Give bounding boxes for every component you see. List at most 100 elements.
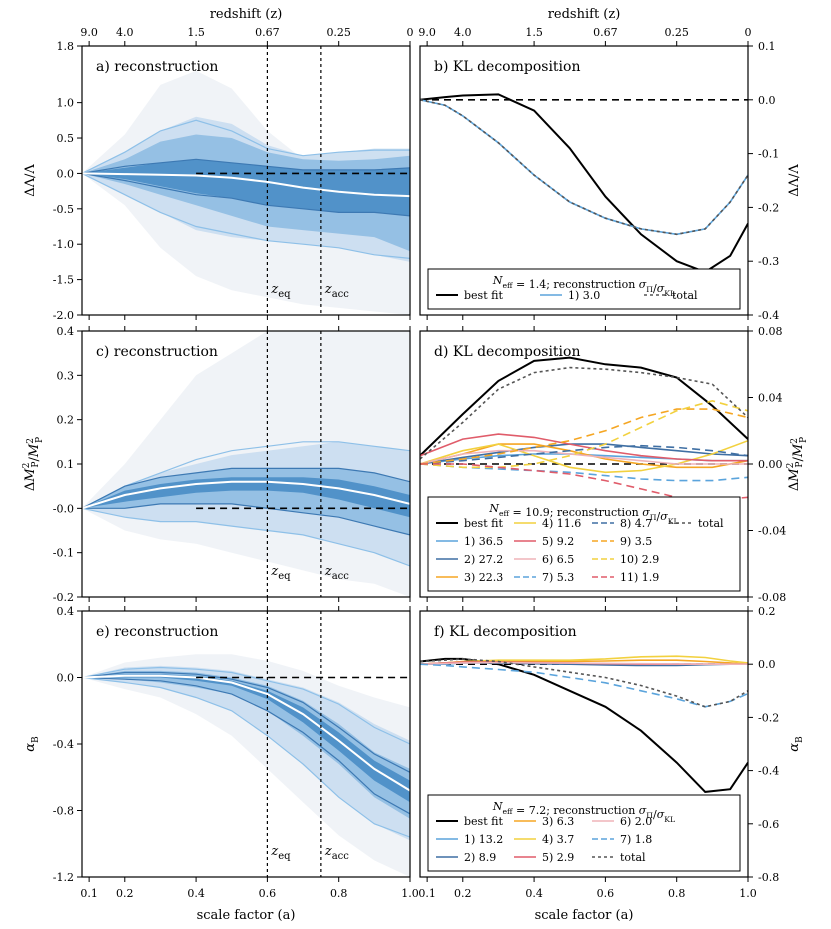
y-tick-label: 0.5 bbox=[57, 132, 75, 145]
top-tick-label: 4.0 bbox=[454, 26, 472, 39]
vline-label: zacc bbox=[324, 844, 349, 862]
y-axis-label: αB bbox=[23, 736, 41, 752]
x-tick-label: 0.4 bbox=[525, 887, 543, 900]
series-10-2-9 bbox=[420, 399, 748, 469]
vline-label: zeq bbox=[270, 282, 291, 300]
legend-label: 1) 36.5 bbox=[464, 535, 503, 548]
panel-frame bbox=[81, 45, 411, 316]
legend-title: Neff = 10.9; reconstruction σΠ/σKL bbox=[488, 502, 678, 526]
top-tick-label: 0.25 bbox=[664, 26, 689, 39]
legend-label: 10) 2.9 bbox=[620, 553, 659, 566]
series-6-2-0 bbox=[420, 661, 748, 665]
y-tick-label: -1.2 bbox=[53, 871, 74, 884]
plot-area-b bbox=[420, 93, 748, 274]
y-tick-label: -0.6 bbox=[758, 818, 779, 831]
top-tick-label: 9.0 bbox=[418, 26, 436, 39]
y-tick-label: -0.8 bbox=[53, 805, 74, 818]
panel-c: zeq zacc c) reconstruction -0.2 -0.1 -0.0 0.1 0… bbox=[22, 325, 411, 604]
x-tick-label: 0.8 bbox=[330, 887, 348, 900]
top-tick-label: 0.67 bbox=[255, 26, 280, 39]
vline-label: zacc bbox=[324, 282, 349, 300]
mean-line bbox=[82, 172, 410, 198]
mean-line bbox=[82, 480, 410, 510]
quantile-line bbox=[82, 172, 410, 259]
y-tick-label: 0.3 bbox=[57, 369, 75, 382]
y-axis-label: ΔΛ/Λ bbox=[787, 164, 802, 197]
series-total bbox=[420, 99, 748, 236]
quantile-line bbox=[82, 119, 410, 174]
top-axis-label: redshift (z) bbox=[210, 7, 283, 22]
x-tick-label: 0.1 bbox=[80, 887, 98, 900]
legend-label: 4) 3.7 bbox=[542, 833, 574, 846]
quantile-line bbox=[82, 441, 410, 509]
top-axis-label: redshift (z) bbox=[548, 7, 621, 22]
quantile-line bbox=[82, 172, 410, 217]
top-tick-label: 1.5 bbox=[187, 26, 205, 39]
y-tick-label: 0.2 bbox=[57, 414, 75, 427]
y-tick-label: -0.3 bbox=[758, 255, 779, 268]
y-tick-label: -1.5 bbox=[53, 274, 74, 287]
x-tick-label: 0.8 bbox=[668, 887, 686, 900]
y-tick-label: 0.0 bbox=[758, 94, 776, 107]
x-tick-label: 0.6 bbox=[597, 887, 615, 900]
y-tick-label: -0.4 bbox=[758, 309, 779, 322]
y-axis-label: ΔM2P/M2P bbox=[786, 437, 809, 491]
legend-label: 5) 9.2 bbox=[542, 535, 574, 548]
x-tick-label: 1.0 bbox=[739, 887, 757, 900]
legend-title: Neff = 1.4; reconstruction σΠ/σKL bbox=[492, 274, 675, 298]
x-tick-label: 0.4 bbox=[187, 887, 205, 900]
y-tick-label: -0.1 bbox=[758, 148, 779, 161]
top-tick-label: 4.0 bbox=[116, 26, 134, 39]
x-tick-label: 0.2 bbox=[116, 887, 134, 900]
y-tick-label: -0.2 bbox=[758, 201, 779, 214]
mean-line bbox=[82, 674, 410, 792]
legend-label: best fit bbox=[464, 517, 503, 530]
top-tick-label: 0.67 bbox=[593, 26, 618, 39]
y-tick-label: 0.0 bbox=[758, 658, 776, 671]
series-best-fit bbox=[420, 657, 748, 793]
top-tick-label: 0.25 bbox=[326, 26, 351, 39]
panel-a: zeq zacc a) reconstruction -2.0 -1.5 -1.0 -0.5… bbox=[23, 7, 414, 322]
y-tick-label: -0.5 bbox=[53, 203, 74, 216]
y-tick-label: 1.0 bbox=[57, 97, 75, 110]
legend-title: Neff = 7.2; reconstruction σΠ/σKL bbox=[492, 800, 675, 824]
legend-label: total bbox=[620, 851, 646, 864]
panel-title: a) reconstruction bbox=[96, 59, 218, 75]
x-tick-label: 0.2 bbox=[454, 887, 472, 900]
confidence-band-3 bbox=[82, 665, 410, 841]
plot-area-d bbox=[420, 356, 748, 502]
panel-title: b) KL decomposition bbox=[434, 59, 580, 75]
y-tick-label: -0.4 bbox=[758, 765, 779, 778]
x-tick-label: 0.1 bbox=[418, 887, 436, 900]
y-tick-label: -1.0 bbox=[53, 238, 74, 251]
panel-e: zeq zacc e) reconstruction -1.2 -0.8 -0.4 0.0 0… bbox=[23, 605, 419, 923]
y-tick-label: 0.4 bbox=[57, 605, 75, 618]
plot-area-c bbox=[82, 331, 410, 597]
quantile-line bbox=[82, 676, 410, 838]
vline-label: zacc bbox=[324, 564, 349, 582]
x-tick-label: 0.6 bbox=[259, 887, 277, 900]
panel-title: d) KL decomposition bbox=[434, 344, 580, 360]
panel-title: e) reconstruction bbox=[96, 624, 218, 640]
quantile-line bbox=[82, 666, 410, 745]
series-4-11-6 bbox=[420, 439, 748, 474]
y-tick-label: -0.04 bbox=[758, 525, 786, 538]
y-tick-label: 0.0 bbox=[57, 672, 75, 685]
y-tick-label: 0.00 bbox=[758, 458, 783, 471]
y-tick-label: -0.4 bbox=[53, 738, 74, 751]
series-5-9-2 bbox=[420, 433, 748, 462]
y-tick-label: -0.0 bbox=[53, 502, 74, 515]
legend-label: 11) 1.9 bbox=[620, 571, 659, 584]
quantile-line bbox=[82, 158, 410, 174]
legend-label: 3) 6.3 bbox=[542, 815, 574, 828]
series-3-22-3 bbox=[420, 443, 748, 469]
legend-label: best fit bbox=[464, 815, 503, 828]
top-tick-label: 0 bbox=[745, 26, 752, 39]
x-axis-label: scale factor (a) bbox=[535, 908, 634, 923]
y-tick-label: 0.1 bbox=[57, 458, 75, 471]
confidence-band-1 bbox=[82, 674, 410, 803]
legend-label: 7) 1.8 bbox=[620, 833, 652, 846]
